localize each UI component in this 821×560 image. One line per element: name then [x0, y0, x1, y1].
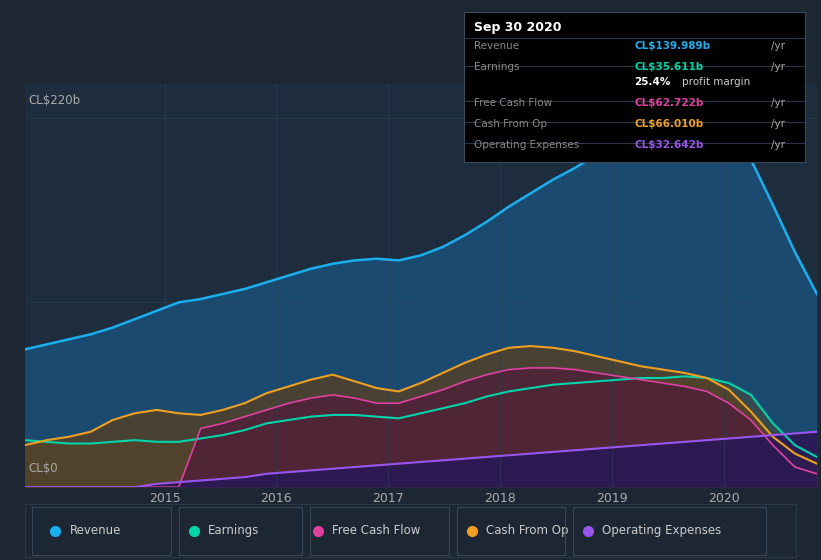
- Text: CL$220b: CL$220b: [29, 94, 80, 107]
- Text: Revenue: Revenue: [474, 41, 519, 51]
- Text: CL$32.642b: CL$32.642b: [635, 140, 704, 150]
- Text: /yr: /yr: [770, 41, 785, 51]
- Text: /yr: /yr: [770, 140, 785, 150]
- Bar: [310, 507, 449, 554]
- Text: Free Cash Flow: Free Cash Flow: [332, 524, 420, 537]
- Text: CL$62.722b: CL$62.722b: [635, 98, 704, 108]
- Bar: [32, 507, 172, 554]
- Text: Operating Expenses: Operating Expenses: [474, 140, 580, 150]
- Text: CL$139.989b: CL$139.989b: [635, 41, 710, 51]
- Text: CL$66.010b: CL$66.010b: [635, 119, 704, 129]
- Text: CL$0: CL$0: [29, 462, 58, 475]
- Text: Earnings: Earnings: [209, 524, 259, 537]
- Text: /yr: /yr: [770, 119, 785, 129]
- Bar: [179, 507, 302, 554]
- Text: Cash From Op: Cash From Op: [474, 119, 547, 129]
- Text: CL$35.611b: CL$35.611b: [635, 62, 704, 72]
- Text: Operating Expenses: Operating Expenses: [602, 524, 721, 537]
- Bar: [456, 507, 565, 554]
- Text: Free Cash Flow: Free Cash Flow: [474, 98, 553, 108]
- Text: /yr: /yr: [770, 62, 785, 72]
- Text: Cash From Op: Cash From Op: [486, 524, 569, 537]
- Text: Earnings: Earnings: [474, 62, 520, 72]
- Text: 25.4%: 25.4%: [635, 77, 671, 87]
- Text: profit margin: profit margin: [682, 77, 750, 87]
- Text: Revenue: Revenue: [70, 524, 121, 537]
- Text: /yr: /yr: [770, 98, 785, 108]
- Text: Sep 30 2020: Sep 30 2020: [474, 21, 562, 34]
- Bar: [572, 507, 765, 554]
